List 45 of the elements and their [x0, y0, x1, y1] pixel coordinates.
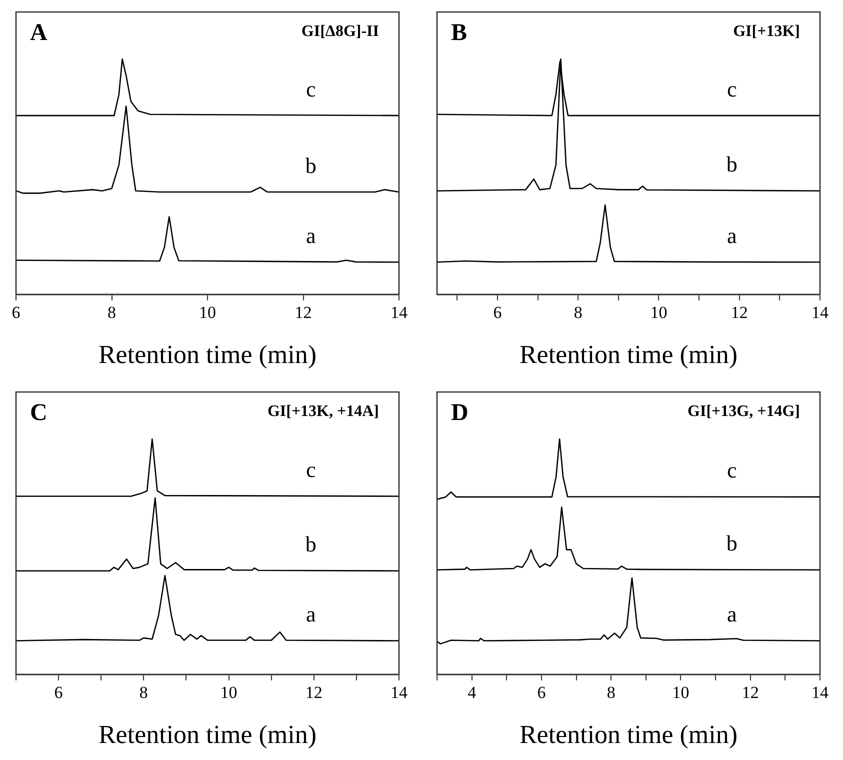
series-label: c — [727, 76, 738, 102]
text: B — [451, 20, 468, 46]
x-tick-label: 6 — [12, 303, 20, 322]
x-tick-label: 8 — [139, 683, 148, 702]
series-label: a — [727, 222, 738, 248]
series-label: c — [306, 76, 316, 102]
text: GI[+13G, +14G] — [688, 403, 800, 420]
x-tick-label: 12 — [294, 303, 312, 322]
x-axis-title: Retention time (min) — [98, 720, 317, 750]
x-tick-label: 8 — [108, 303, 116, 322]
x-tick-label: 14 — [812, 303, 829, 322]
x-axis-title: Retention time (min) — [98, 340, 317, 370]
series-label: b — [726, 530, 738, 556]
x-tick-label: 12 — [305, 683, 322, 702]
x-axis-title: Retention time (min) — [519, 720, 738, 750]
x-tick-label: 10 — [220, 683, 238, 702]
text: A — [30, 20, 48, 46]
x-tick-label: 4 — [468, 683, 477, 702]
series-label: b — [726, 152, 738, 177]
x-tick-label: 10 — [199, 303, 216, 322]
x-tick-label: 12 — [730, 303, 748, 322]
text: C — [30, 400, 48, 426]
x-tick-label: 6 — [493, 303, 502, 322]
text: GI[+13K] — [733, 23, 800, 40]
x-tick-label: 10 — [650, 303, 668, 322]
text: D — [451, 400, 468, 426]
x-tick-label: 8 — [606, 683, 616, 702]
series-label: a — [306, 602, 316, 627]
x-tick-label: 6 — [537, 683, 546, 702]
text: GI[Δ8G]-II — [301, 23, 379, 40]
series-label: c — [306, 457, 316, 482]
series-label: b — [305, 152, 316, 178]
x-tick-label: 6 — [54, 683, 63, 702]
text: GI[+13K, +14A] — [267, 403, 379, 420]
series-label: a — [727, 602, 738, 627]
series-label: c — [727, 458, 738, 483]
x-tick-label: 8 — [574, 303, 582, 322]
x-tick-label: 14 — [390, 683, 408, 702]
x-tick-label: 12 — [742, 683, 759, 702]
x-tick-label: 10 — [672, 683, 690, 702]
x-tick-label: 14 — [812, 683, 829, 702]
x-axis-title: Retention time (min) — [519, 340, 738, 370]
x-tick-label: 14 — [390, 303, 408, 322]
series-label: b — [305, 532, 316, 557]
series-label: a — [306, 222, 316, 248]
